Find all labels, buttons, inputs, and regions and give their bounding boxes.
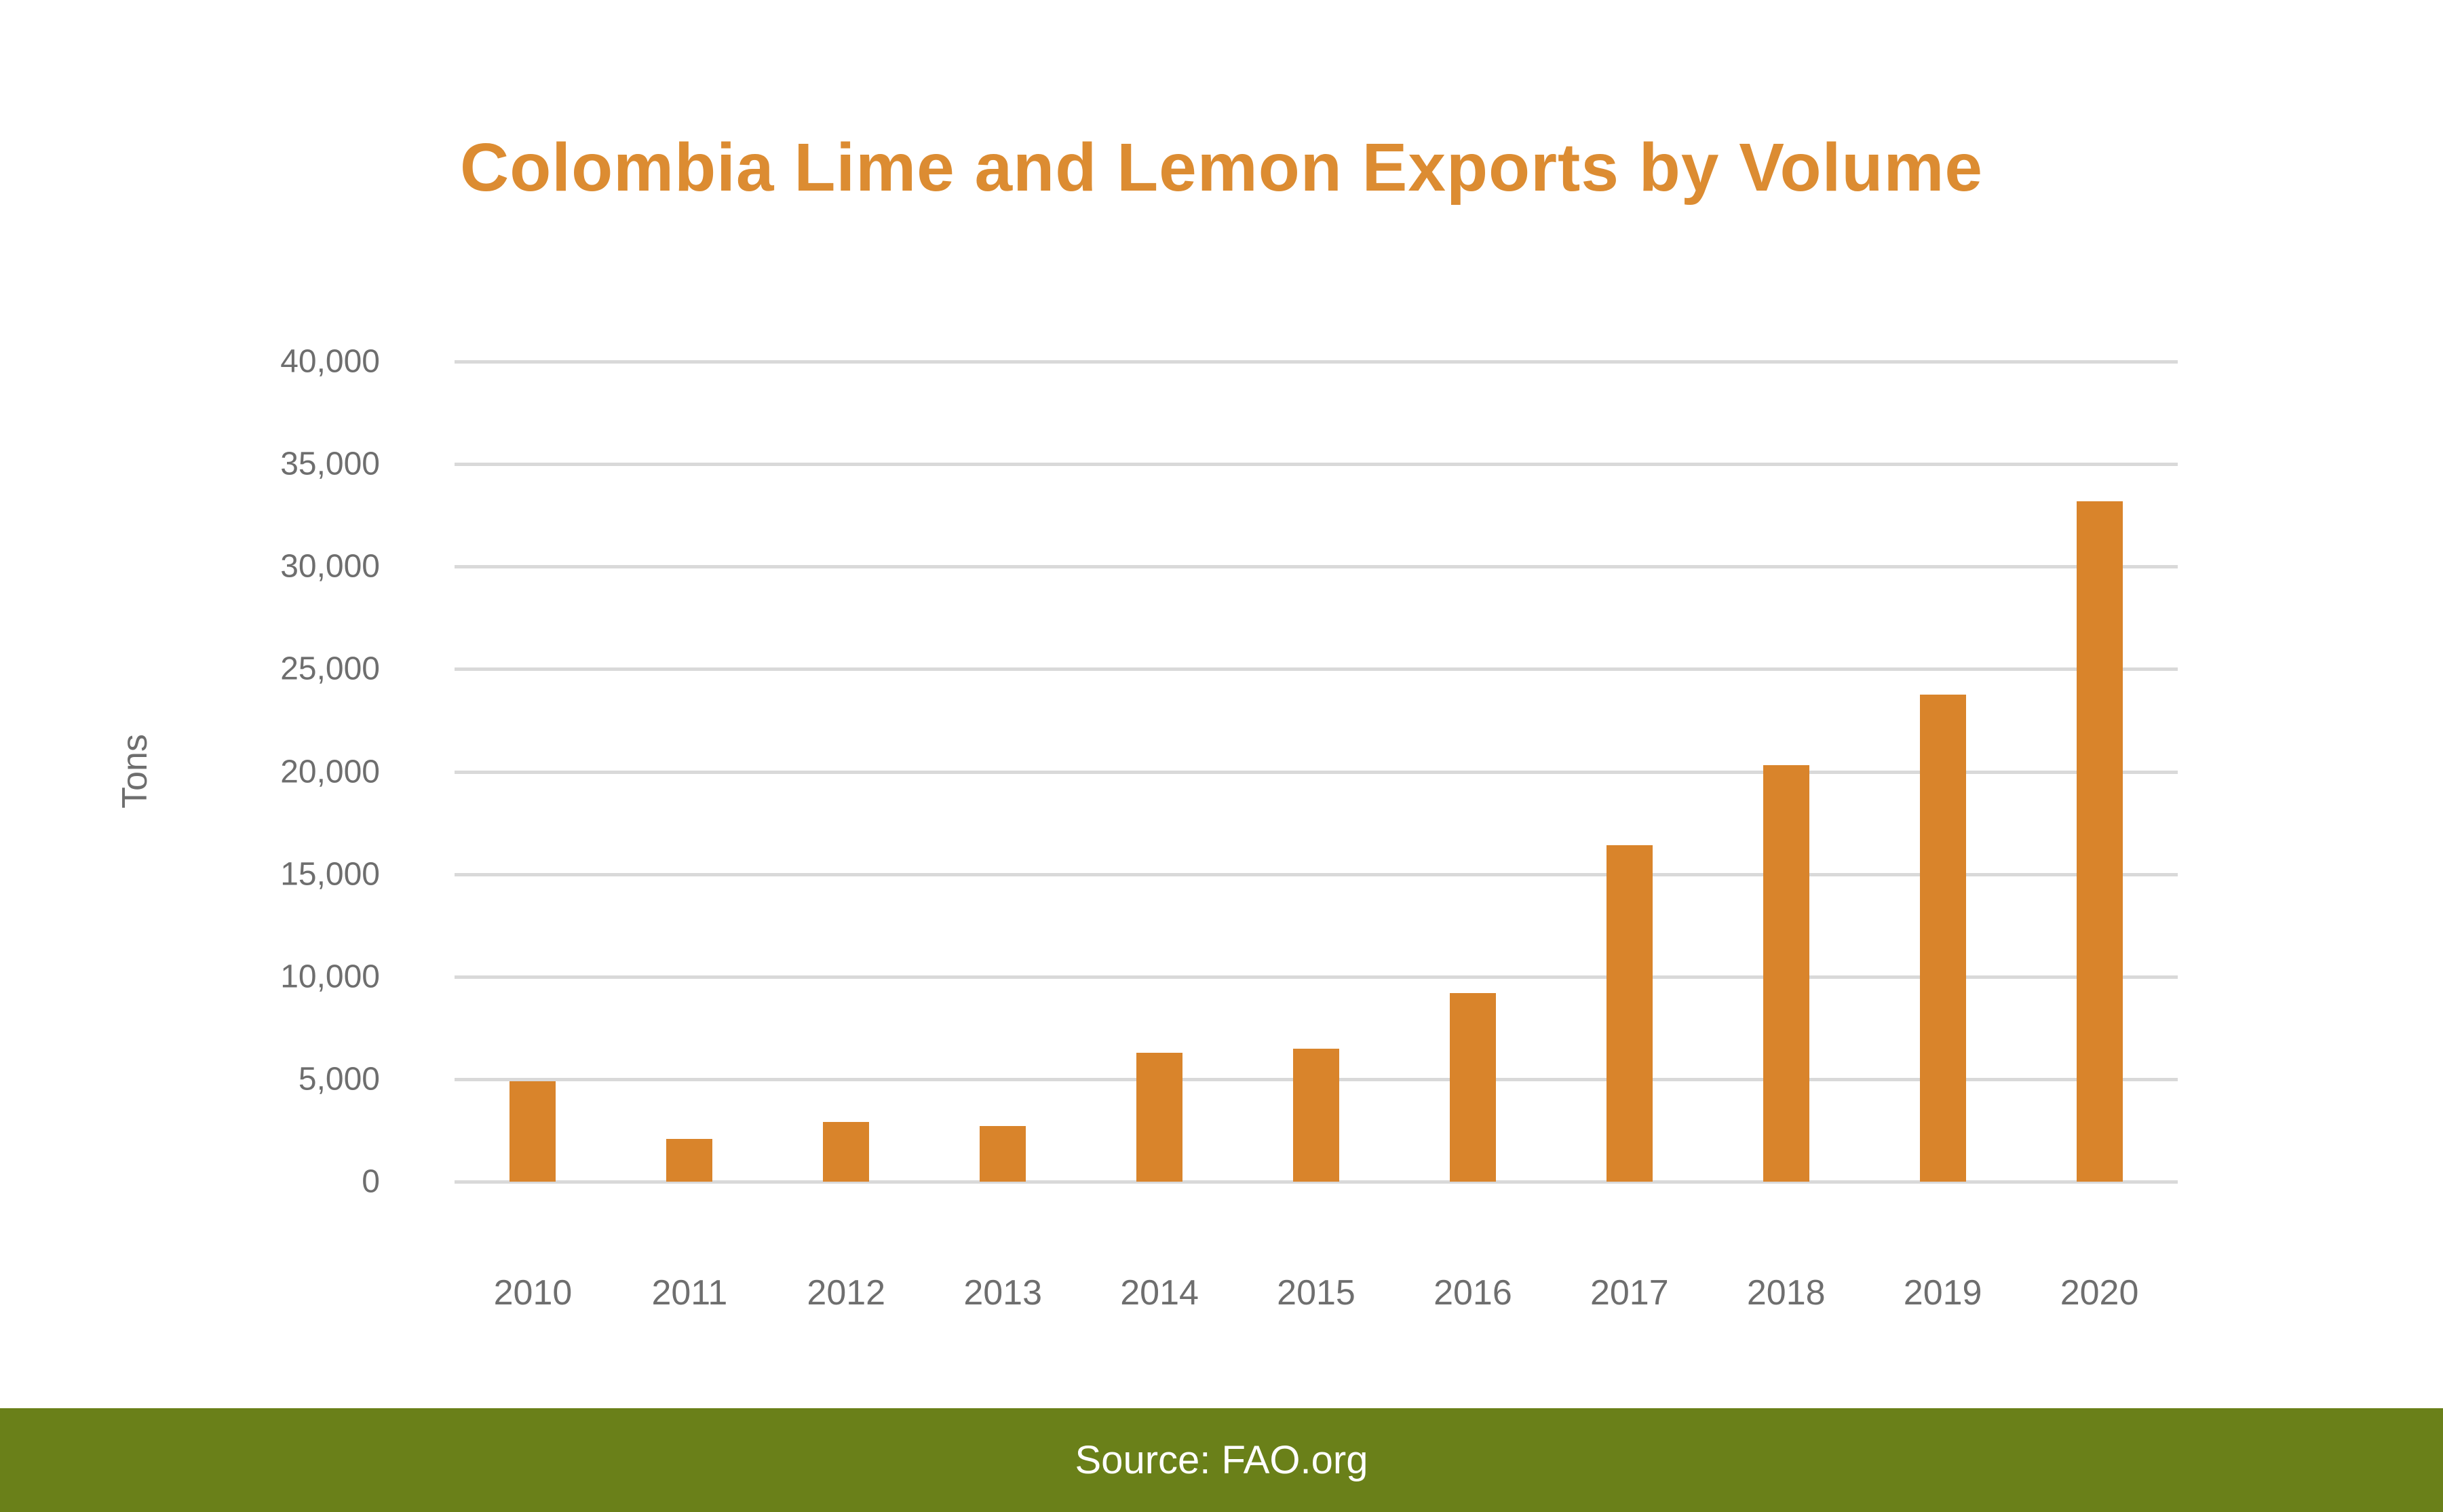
- bar-2012: [823, 1122, 870, 1182]
- gridline-30000: [455, 565, 2178, 569]
- gridline-0: [455, 1180, 2178, 1184]
- page-title: Colombia Lime and Lemon Exports by Volum…: [459, 130, 1983, 206]
- gridline-10000: [455, 975, 2178, 979]
- x-tick-label-2013: 2013: [963, 1273, 1043, 1313]
- x-tick-label-2015: 2015: [1277, 1273, 1355, 1313]
- gridline-35000: [455, 463, 2178, 467]
- bar-2010: [509, 1081, 556, 1182]
- y-tick-label-20000: 20,000: [280, 754, 380, 790]
- x-tick-label-2019: 2019: [1903, 1273, 1982, 1313]
- bar-2019: [1919, 695, 1966, 1182]
- bar-2011: [666, 1138, 713, 1182]
- x-tick-label-2010: 2010: [493, 1273, 573, 1313]
- x-tick-label-2014: 2014: [1120, 1273, 1199, 1313]
- y-tick-label-15000: 15,000: [280, 856, 380, 893]
- bar-2020: [2076, 501, 2123, 1182]
- gridline-15000: [455, 872, 2178, 876]
- bar-2013: [980, 1126, 1026, 1182]
- y-tick-label-10000: 10,000: [280, 958, 380, 995]
- y-tick-label-40000: 40,000: [280, 343, 380, 380]
- gridline-25000: [455, 667, 2178, 672]
- bar-2018: [1763, 765, 1809, 1182]
- x-tick-label-2017: 2017: [1590, 1273, 1669, 1313]
- x-tick-label-2012: 2012: [807, 1273, 886, 1313]
- y-tick-label-35000: 35,000: [280, 446, 380, 482]
- y-tick-label-30000: 30,000: [280, 548, 380, 585]
- x-tick-label-2011: 2011: [651, 1273, 728, 1313]
- x-tick-label-2016: 2016: [1434, 1273, 1512, 1313]
- y-tick-label-0: 0: [362, 1163, 380, 1200]
- source-label: Source: FAO.org: [1075, 1438, 1368, 1482]
- bar-2016: [1449, 992, 1496, 1182]
- source-footer: Source: FAO.org: [0, 1408, 2443, 1512]
- y-axis-title: Tons: [115, 734, 155, 809]
- bar-2017: [1606, 845, 1653, 1182]
- x-tick-label-2020: 2020: [2060, 1273, 2139, 1313]
- gridline-20000: [455, 770, 2178, 774]
- bar-2014: [1136, 1052, 1183, 1182]
- x-tick-label-2018: 2018: [1746, 1273, 1826, 1313]
- y-tick-label-5000: 5,000: [298, 1061, 380, 1098]
- bar-2015: [1293, 1048, 1339, 1182]
- y-tick-label-25000: 25,000: [280, 651, 380, 687]
- gridline-40000: [455, 360, 2178, 364]
